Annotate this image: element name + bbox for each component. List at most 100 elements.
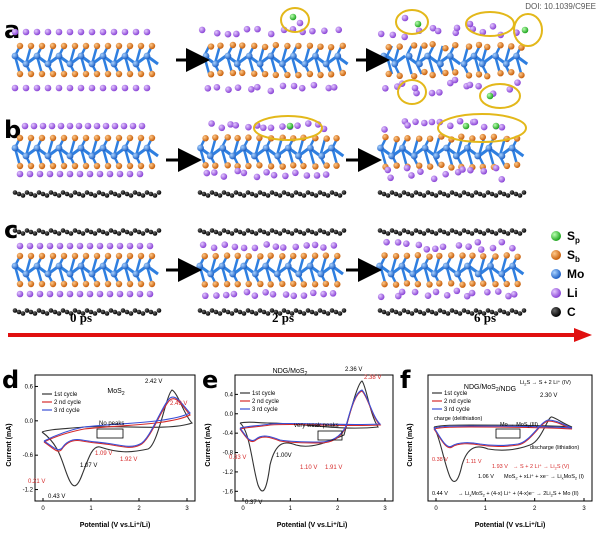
c0-s-bot bbox=[16, 280, 24, 288]
b2-s-top bbox=[323, 135, 330, 142]
c2-s-top bbox=[311, 252, 319, 259]
d-legend-2: 2 nd cycle bbox=[54, 400, 82, 406]
b2-s-bot bbox=[212, 162, 219, 169]
f-ann-eq1: MoS2 + xLi⁺ + xe⁻ → LixMoS2 (I) bbox=[504, 473, 584, 481]
c6-graphene-bot-c bbox=[445, 311, 451, 316]
b2-graphene-c bbox=[297, 191, 303, 197]
a0-li-top-li bbox=[110, 28, 118, 36]
c0-s-bot bbox=[71, 280, 79, 288]
a2-li-bot-li bbox=[213, 84, 221, 91]
c6-graphene-bot-c bbox=[393, 309, 399, 315]
b2-li-top-li bbox=[304, 120, 312, 127]
b0-li-top-li bbox=[129, 122, 137, 130]
c6-graphene-bot-c bbox=[453, 309, 459, 315]
a6-s-top bbox=[442, 45, 449, 52]
timeline-label-2: 2 ps bbox=[272, 310, 295, 325]
b0-li-top-li bbox=[93, 122, 101, 130]
c6-graphene-top-c bbox=[481, 231, 487, 236]
b6-mo bbox=[410, 152, 418, 160]
a6-free-1 bbox=[414, 20, 422, 28]
c2-graphene-top-c bbox=[257, 228, 263, 233]
d-ytick: -0.6 bbox=[23, 453, 34, 459]
c0-graphene-bot-c bbox=[104, 311, 110, 316]
c0-s-bot bbox=[27, 280, 35, 288]
b0-li-bot-li bbox=[36, 170, 44, 178]
b6-li-top-li bbox=[447, 122, 454, 130]
a2-s-bot bbox=[327, 71, 335, 78]
c2-s-bot bbox=[311, 281, 319, 288]
a0-mo bbox=[11, 52, 19, 60]
b6-mo bbox=[421, 144, 429, 152]
c2-mo bbox=[240, 262, 248, 270]
b2-li-top-li bbox=[232, 122, 240, 129]
d-ylabel: Current (mA) bbox=[6, 423, 13, 466]
c2-graphene-top-c bbox=[221, 228, 227, 233]
d-legend-1: 1st cycle bbox=[54, 392, 78, 398]
b2-graphene-c bbox=[229, 193, 235, 198]
c6-graphene-bot-c bbox=[441, 309, 447, 315]
c0-mo bbox=[88, 270, 96, 278]
c6-li-top-li bbox=[474, 238, 482, 246]
a2-li-bot-li bbox=[298, 84, 306, 92]
c6-graphene-top-c bbox=[493, 231, 499, 236]
b6-mo bbox=[498, 152, 506, 160]
c6-graphene-top-c bbox=[437, 228, 443, 233]
b6-graphene-c bbox=[509, 190, 515, 195]
c2-graphene-bot-c bbox=[333, 309, 339, 315]
c0-graphene-top-c bbox=[32, 231, 38, 236]
c6-graphene-top-c bbox=[421, 231, 427, 236]
c0-graphene-bot-c bbox=[112, 309, 118, 315]
c6-li-bot-li bbox=[424, 292, 432, 300]
a0-s-top bbox=[93, 42, 101, 50]
b2-s-bot bbox=[333, 162, 340, 169]
a6-li-bot-li bbox=[382, 85, 389, 92]
c6-graphene-top-c bbox=[433, 231, 439, 236]
c0-li-bot-li bbox=[136, 290, 144, 298]
d-ann-242: 2.42 V bbox=[145, 379, 162, 385]
b2-li-top-li bbox=[245, 123, 252, 131]
b6-li-bot-li bbox=[480, 167, 488, 175]
b0-li-top-li bbox=[66, 122, 74, 130]
b2-graphene-c bbox=[285, 191, 291, 197]
panel-label-f: f bbox=[400, 366, 411, 394]
a2-s-bot bbox=[239, 69, 246, 77]
b6-li-top-li bbox=[381, 126, 388, 133]
b0-graphene-c bbox=[96, 190, 102, 195]
a2-li-top-li bbox=[224, 30, 232, 38]
b2-mo bbox=[250, 152, 258, 160]
b6-li-bot-li bbox=[442, 170, 449, 178]
c0-graphene-top-c bbox=[76, 229, 82, 235]
c0-graphene-top-c bbox=[112, 229, 118, 235]
a2-mo bbox=[290, 52, 297, 60]
b0-graphene-c bbox=[28, 191, 34, 197]
c0-li-top-li bbox=[126, 242, 134, 250]
chart-f: Current (mA) Potential (V vs.Li⁺/Li) NDG… bbox=[407, 374, 593, 529]
c6-s-top bbox=[426, 253, 433, 260]
b0-graphene-c bbox=[12, 190, 18, 195]
a6-li-top-li bbox=[429, 24, 437, 32]
b6-highlight bbox=[437, 113, 527, 143]
c2-li-top-li bbox=[279, 244, 287, 251]
c2-graphene-bot-c bbox=[213, 309, 219, 315]
a0-li-top-li bbox=[44, 28, 52, 36]
b6-graphene-c bbox=[505, 193, 511, 198]
c2-graphene-bot-c bbox=[261, 309, 267, 315]
b0-li-top-li bbox=[30, 122, 38, 130]
f-ann-038: 0.38 V bbox=[432, 457, 448, 463]
b2-graphene-c bbox=[257, 190, 263, 195]
c6-li-top-li bbox=[423, 245, 431, 253]
c0-graphene-top-c bbox=[24, 228, 30, 233]
c6-graphene-top-c bbox=[445, 231, 451, 236]
b2-li-top-li bbox=[218, 124, 226, 132]
b0-s-top bbox=[104, 134, 112, 142]
a0-li-bot-li bbox=[55, 84, 63, 92]
b6-s-bot bbox=[426, 163, 434, 170]
f-ann-193: 1.93 V bbox=[492, 464, 508, 470]
e-ann-037: 0.37 V bbox=[245, 500, 262, 506]
c6-graphene-bot-c bbox=[505, 311, 511, 316]
c6-graphene-bot-c bbox=[409, 311, 415, 316]
b2-graphene-c bbox=[341, 190, 347, 195]
a2-s-bot bbox=[261, 70, 269, 78]
c6-graphene-top-c bbox=[413, 228, 419, 233]
c6-li-top-li bbox=[455, 242, 463, 249]
